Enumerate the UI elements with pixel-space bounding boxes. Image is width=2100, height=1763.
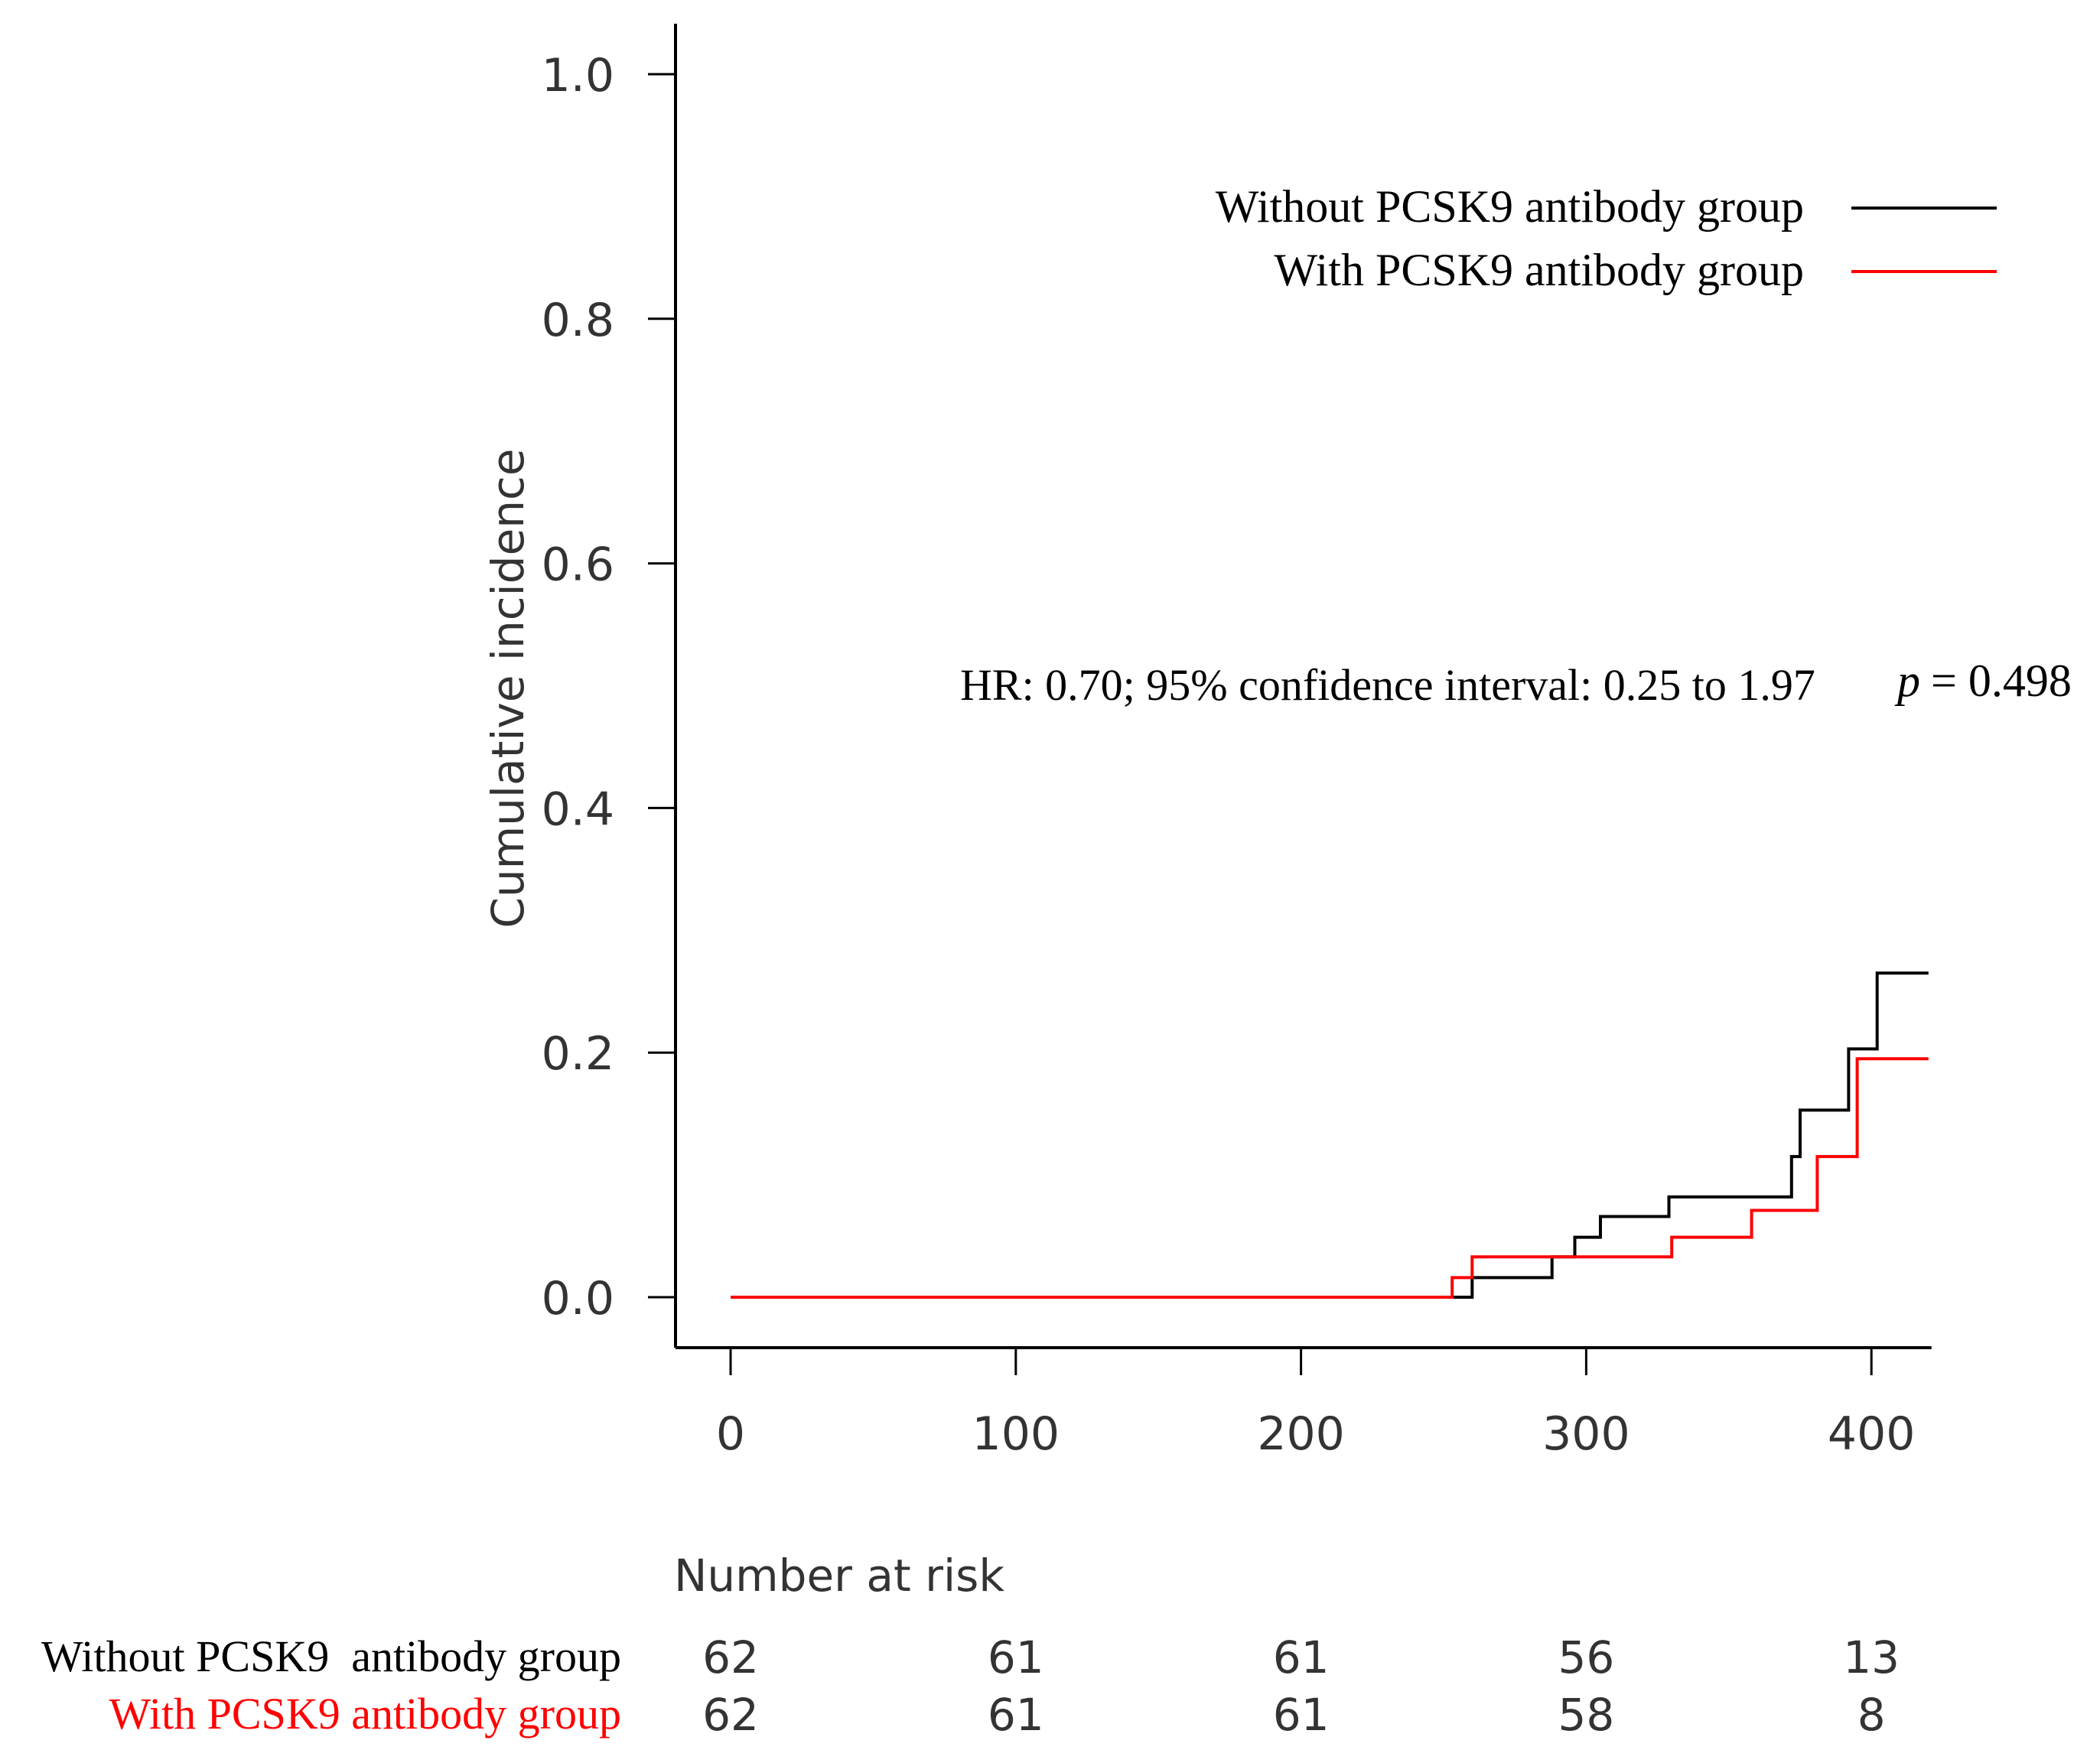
y-tick-label: 0.8 — [542, 294, 614, 347]
p-value-annotation: p = 0.498 — [1894, 655, 2072, 706]
series-line-2 — [731, 1057, 1929, 1299]
legend: Without PCSK9 antibody group With PCSK9 a… — [1216, 181, 1997, 295]
x-tick-label: 400 — [1828, 1407, 1916, 1461]
x-tick-label: 200 — [1257, 1407, 1345, 1461]
risk-count: 61 — [1273, 1631, 1330, 1683]
y-tick-label: 0.2 — [542, 1027, 614, 1081]
legend-label-2: With PCSK9 antibody group — [1274, 245, 1804, 295]
risk-count: 58 — [1558, 1689, 1614, 1741]
risk-row-label-1: Without PCSK9 antibody group — [41, 1631, 621, 1681]
risk-count: 62 — [702, 1689, 759, 1741]
risk-count: 62 — [702, 1631, 759, 1683]
y-axis-label: Cumulative incidence — [482, 448, 534, 928]
risk-count: 61 — [1273, 1689, 1330, 1741]
risk-table: Number at risk Without PCSK9 antibody gro… — [41, 1550, 1900, 1741]
y-tick-label: 0.4 — [542, 782, 614, 836]
p-value: = 0.498 — [1931, 655, 2072, 706]
y-tick-label: 0.0 — [542, 1272, 614, 1326]
axes: 0.0 0.2 0.4 0.6 0.8 1.0 0 100 200 300 400 Cumulativ… — [482, 24, 1932, 1461]
hr-annotation: HR: 0.70; 95% confidence interval: 0.25 … — [960, 660, 1815, 710]
x-tick-label: 100 — [972, 1407, 1060, 1461]
risk-table-title: Number at risk — [674, 1550, 1004, 1602]
x-tick-label: 0 — [716, 1407, 745, 1461]
series-lines — [731, 971, 1929, 1299]
p-symbol: p — [1894, 655, 1920, 706]
x-tick-label: 300 — [1542, 1407, 1630, 1461]
risk-count: 56 — [1558, 1631, 1614, 1683]
risk-count: 61 — [988, 1689, 1044, 1741]
annotation-group: HR: 0.70; 95% confidence interval: 0.25 … — [960, 655, 2072, 710]
legend-label-1: Without PCSK9 antibody group — [1216, 181, 1804, 232]
risk-count: 8 — [1857, 1689, 1886, 1741]
risk-count: 13 — [1843, 1631, 1900, 1683]
y-tick-label: 1.0 — [542, 49, 614, 102]
series-line-1 — [731, 971, 1929, 1299]
y-tick-label: 0.6 — [542, 538, 614, 592]
risk-count: 61 — [988, 1631, 1044, 1683]
risk-row-label-2: With PCSK9 antibody group — [109, 1689, 621, 1739]
